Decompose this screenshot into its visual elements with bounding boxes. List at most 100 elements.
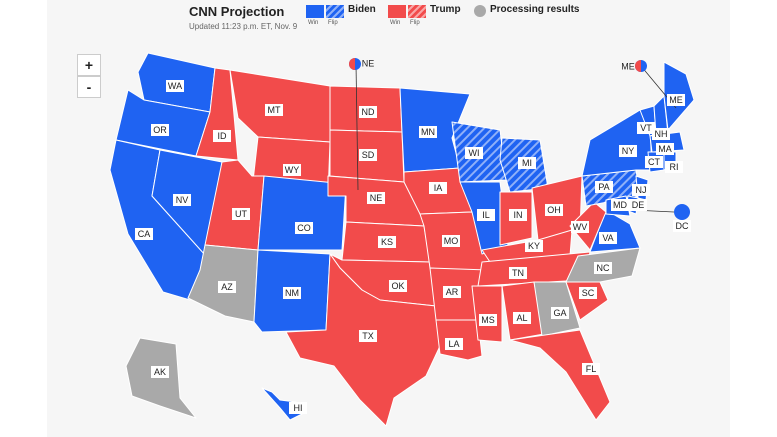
state-label-box bbox=[513, 312, 531, 324]
state-label-ar: AR bbox=[443, 286, 461, 298]
state-label-box bbox=[445, 338, 463, 350]
state-label-text: KY bbox=[528, 241, 540, 251]
state-label-az: AZ bbox=[218, 281, 236, 293]
legend-trump-flip-label: Flip bbox=[410, 20, 420, 26]
state-label-text: NM bbox=[285, 288, 299, 298]
state-dc[interactable] bbox=[674, 204, 690, 220]
state-label-text: WY bbox=[285, 165, 300, 175]
legend-biden-win-swatch bbox=[306, 5, 324, 18]
state-label-nh: NH bbox=[652, 128, 670, 140]
state-label-ut: UT bbox=[232, 208, 250, 220]
ne-split-marker-red bbox=[349, 58, 355, 70]
state-label-box bbox=[378, 236, 396, 248]
state-label-box bbox=[283, 164, 301, 176]
state-label-text: MN bbox=[421, 127, 435, 137]
state-label-box bbox=[218, 281, 236, 293]
legend-biden-flip-label: Flip bbox=[328, 20, 338, 26]
state-label-text: WI bbox=[469, 148, 480, 158]
state-label-box bbox=[173, 194, 191, 206]
state-label-text: NH bbox=[655, 129, 668, 139]
state-label-box bbox=[359, 330, 377, 342]
state-label-text: MS bbox=[481, 315, 495, 325]
state-label-mn: MN bbox=[419, 126, 437, 138]
state-label-box bbox=[571, 221, 589, 233]
state-label-box bbox=[652, 128, 670, 140]
state-label-text: OK bbox=[391, 281, 404, 291]
state-label-box bbox=[619, 145, 637, 157]
state-label-box bbox=[525, 240, 543, 252]
state-label-text: RI bbox=[670, 162, 679, 172]
state-label-box bbox=[295, 222, 313, 234]
state-label-ri: RI bbox=[665, 161, 683, 173]
state-label-de: DE bbox=[629, 199, 647, 211]
state-label-text: AL bbox=[516, 313, 527, 323]
state-co[interactable] bbox=[257, 175, 347, 251]
state-label-text: MI bbox=[522, 158, 532, 168]
state-label-ky: KY bbox=[525, 240, 543, 252]
state-label-nv: NV bbox=[173, 194, 191, 206]
state-label-text: SC bbox=[582, 288, 595, 298]
state-ny[interactable] bbox=[581, 109, 653, 177]
state-label-box bbox=[429, 182, 447, 194]
state-label-mo: MO bbox=[442, 235, 460, 247]
state-label-box bbox=[166, 80, 184, 92]
state-label-box bbox=[518, 157, 536, 169]
state-label-box bbox=[551, 307, 569, 319]
legend-biden-label: Biden bbox=[348, 4, 376, 15]
state-label-text: CA bbox=[138, 229, 151, 239]
zoom-in-button[interactable]: + bbox=[77, 54, 101, 76]
state-label-box bbox=[477, 209, 495, 221]
state-label-text: VT bbox=[640, 123, 652, 133]
state-label-box bbox=[673, 220, 691, 232]
state-label-wi: WI bbox=[465, 147, 483, 159]
state-label-text: WV bbox=[573, 222, 588, 232]
state-label-nc: NC bbox=[594, 262, 612, 274]
legend-trump-win-label: Win bbox=[390, 20, 401, 26]
state-fl[interactable] bbox=[509, 329, 611, 421]
state-label-text: IA bbox=[434, 183, 443, 193]
state-label-text: SD bbox=[362, 150, 375, 160]
state-label-nj: NJ bbox=[632, 184, 650, 196]
state-label-box bbox=[656, 143, 674, 155]
state-label-box bbox=[599, 232, 617, 244]
state-label-text: DC bbox=[676, 221, 689, 231]
state-label-text: NJ bbox=[636, 185, 647, 195]
legend-trump-flip-swatch bbox=[408, 5, 426, 18]
state-label-text: WA bbox=[168, 81, 182, 91]
state-label-box bbox=[443, 286, 461, 298]
state-label-ca: CA bbox=[135, 228, 153, 240]
legend-processing-label: Processing results bbox=[490, 4, 580, 15]
state-labels: WA OR CA NV ID MT WY UT AZ CO NM ND SD NE KS OK TX MN IA MO… bbox=[135, 80, 691, 414]
state-label-box bbox=[359, 106, 377, 118]
legend-biden-win-label: Win bbox=[308, 20, 319, 26]
state-label-box bbox=[232, 208, 250, 220]
state-label-ms: MS bbox=[479, 314, 497, 326]
state-label-me: ME bbox=[667, 94, 685, 106]
state-label-box bbox=[479, 314, 497, 326]
state-label-or: OR bbox=[151, 124, 169, 136]
state-label-text: TN bbox=[512, 268, 524, 278]
state-label-box bbox=[151, 124, 169, 136]
state-label-ma: MA bbox=[656, 143, 674, 155]
state-label-ia: IA bbox=[429, 182, 447, 194]
state-label-text: OR bbox=[153, 125, 167, 135]
state-label-box bbox=[283, 287, 301, 299]
state-label-ga: GA bbox=[551, 307, 569, 319]
state-label-vt: VT bbox=[637, 122, 655, 134]
state-label-sd: SD bbox=[359, 149, 377, 161]
legend-processing-swatch bbox=[474, 5, 486, 17]
state-label-dc: DC bbox=[673, 220, 691, 232]
zoom-out-button[interactable]: - bbox=[77, 76, 101, 98]
state-label-text: DE bbox=[632, 200, 645, 210]
state-label-text: AR bbox=[446, 287, 459, 297]
state-label-hi: HI bbox=[289, 402, 307, 414]
state-label-box bbox=[629, 199, 647, 211]
legend-trump-win-swatch bbox=[388, 5, 406, 18]
state-label-box bbox=[289, 402, 307, 414]
state-label-box bbox=[265, 104, 283, 116]
state-label-text: UT bbox=[235, 209, 247, 219]
state-label-box bbox=[389, 280, 407, 292]
state-label-text: ME bbox=[669, 95, 683, 105]
state-label-text: NV bbox=[176, 195, 189, 205]
state-label-box bbox=[582, 363, 600, 375]
